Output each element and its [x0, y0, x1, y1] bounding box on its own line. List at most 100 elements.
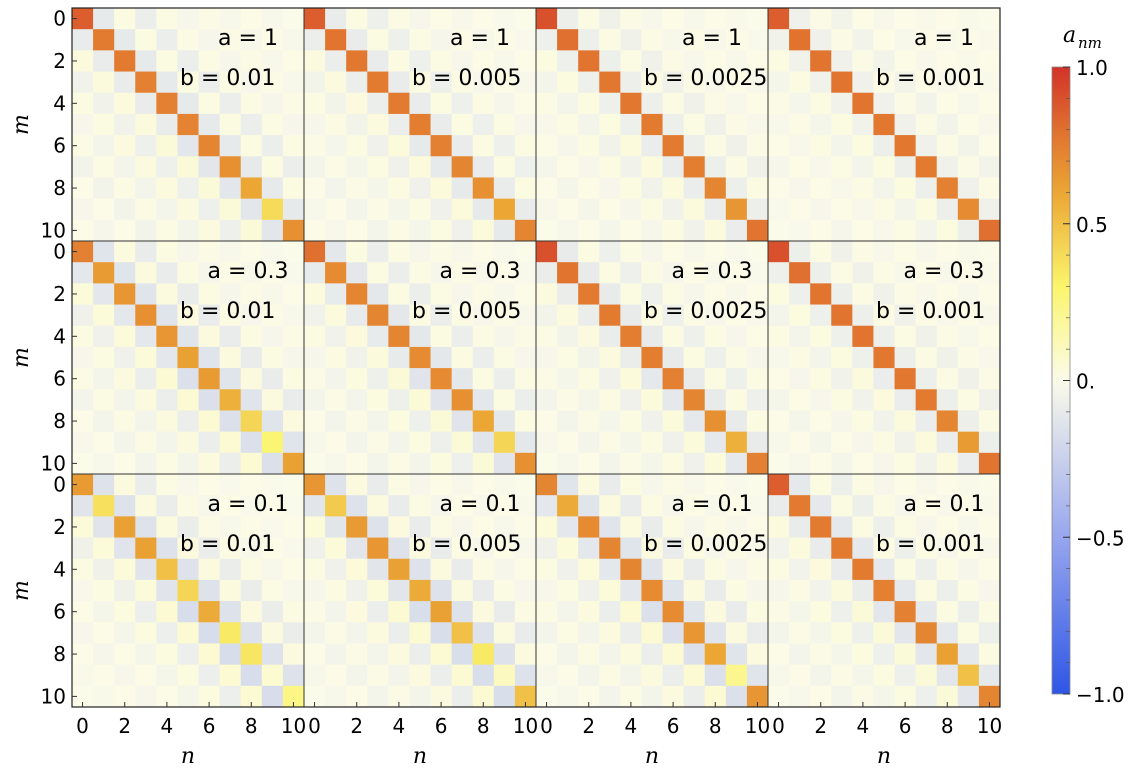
heatmap-cell — [873, 241, 895, 263]
heatmap-cell — [261, 156, 284, 178]
heatmap-cell — [240, 664, 263, 687]
heatmap-cell — [662, 135, 685, 157]
heatmap-cell — [72, 516, 94, 538]
heatmap-cell — [852, 219, 874, 242]
heatmap-cell — [282, 622, 305, 644]
heatmap-cell — [599, 325, 621, 348]
heatmap-cell — [936, 198, 959, 221]
heatmap-cell — [578, 431, 600, 454]
heatmap-cell — [514, 113, 537, 136]
heatmap-cell — [578, 346, 600, 369]
heatmap-cell — [430, 241, 453, 263]
x-tick-label: 4 — [625, 714, 638, 738]
y-tick-label: 6 — [53, 367, 66, 391]
heatmap-cell — [578, 410, 600, 433]
heatmap-cell — [198, 558, 221, 581]
heatmap-cell — [620, 92, 642, 115]
heatmap-cell — [409, 346, 431, 369]
x-axis-label: n — [413, 744, 427, 769]
heatmap-cell — [282, 601, 305, 623]
heatmap-cell — [599, 113, 621, 136]
y-tick-label: 6 — [53, 134, 66, 158]
heatmap-cell — [789, 368, 811, 390]
heatmap-cell — [810, 50, 832, 72]
heatmap-cell — [93, 71, 115, 94]
y-tick-label: 10 — [41, 218, 66, 242]
colorbar-title-subscript: nm — [1078, 34, 1102, 52]
heatmap-cell — [93, 198, 115, 221]
heatmap-cell — [514, 685, 537, 708]
heatmap-cell — [177, 537, 199, 560]
heatmap-cell — [852, 113, 874, 136]
heatmap-cell — [367, 71, 389, 94]
heatmap-cell — [978, 664, 1001, 687]
heatmap-cell — [852, 92, 874, 115]
heatmap-cell — [198, 664, 221, 687]
heatmap-cell — [810, 558, 832, 581]
heatmap-cell — [683, 8, 706, 30]
heatmap-cell — [894, 283, 917, 305]
heatmap-cell — [93, 156, 115, 178]
heatmap-cell — [683, 325, 706, 348]
heatmap-cell — [219, 8, 242, 30]
heatmap-cell — [662, 325, 685, 348]
heatmap-cell — [240, 283, 263, 305]
heatmap-cell — [177, 92, 199, 115]
heatmap-cell — [240, 346, 263, 369]
heatmap-cell — [304, 474, 326, 496]
heatmap-cell — [978, 643, 1001, 666]
heatmap-cell — [261, 474, 284, 496]
heatmap-cell — [282, 537, 305, 560]
heatmap-cell — [704, 113, 727, 136]
heatmap-cell — [282, 474, 305, 496]
heatmap-cell — [93, 474, 115, 496]
heatmap-cell — [536, 198, 558, 221]
heatmap-cell — [261, 685, 284, 708]
heatmap-cell — [768, 368, 790, 390]
heatmap-cell — [599, 452, 621, 475]
heatmap-cell — [72, 8, 94, 30]
heatmap-cell — [261, 495, 284, 517]
heatmap-cell — [641, 601, 663, 623]
heatmap-cell — [725, 685, 748, 708]
heatmap-cell — [746, 8, 769, 30]
heatmap-cell — [135, 579, 157, 602]
heatmap-cell — [156, 135, 178, 157]
heatmap-cell — [957, 325, 980, 348]
heatmap-cell — [831, 389, 853, 411]
heatmap-cell — [557, 431, 579, 454]
heatmap-cell — [789, 643, 811, 666]
heatmap-cell — [261, 643, 284, 666]
heatmap-cell — [725, 389, 748, 411]
heatmap-cell — [346, 431, 368, 454]
heatmap-cell — [367, 410, 389, 433]
heatmap-cell — [493, 495, 516, 517]
heatmap-cell — [789, 431, 811, 454]
heatmap-cell — [177, 219, 199, 242]
heatmap-cell — [894, 325, 917, 348]
heatmap-cell — [536, 474, 558, 496]
heatmap-cell — [852, 29, 874, 51]
heatmap-cell — [873, 452, 895, 475]
heatmap-cell — [915, 410, 938, 433]
heatmap-cell — [282, 92, 305, 115]
heatmap-cell — [831, 643, 853, 666]
x-tick-label: 2 — [350, 714, 363, 738]
heatmap-cell — [936, 283, 959, 305]
heatmap-cell — [620, 368, 642, 390]
heatmap-cell — [578, 601, 600, 623]
heatmap-cell — [873, 474, 895, 496]
heatmap-cell — [114, 516, 136, 538]
y-tick-label: 2 — [53, 282, 66, 306]
heatmap-cell — [388, 262, 410, 284]
heatmap-cell — [894, 8, 917, 30]
heatmap-cell — [599, 29, 621, 51]
heatmap-cell — [346, 622, 368, 644]
heatmap-cell — [198, 29, 221, 51]
heatmap-cell — [831, 177, 853, 200]
x-tick-label: 2 — [118, 714, 131, 738]
heatmap-cell — [93, 389, 115, 411]
heatmap-cell — [789, 622, 811, 644]
heatmap-cell — [451, 452, 474, 475]
